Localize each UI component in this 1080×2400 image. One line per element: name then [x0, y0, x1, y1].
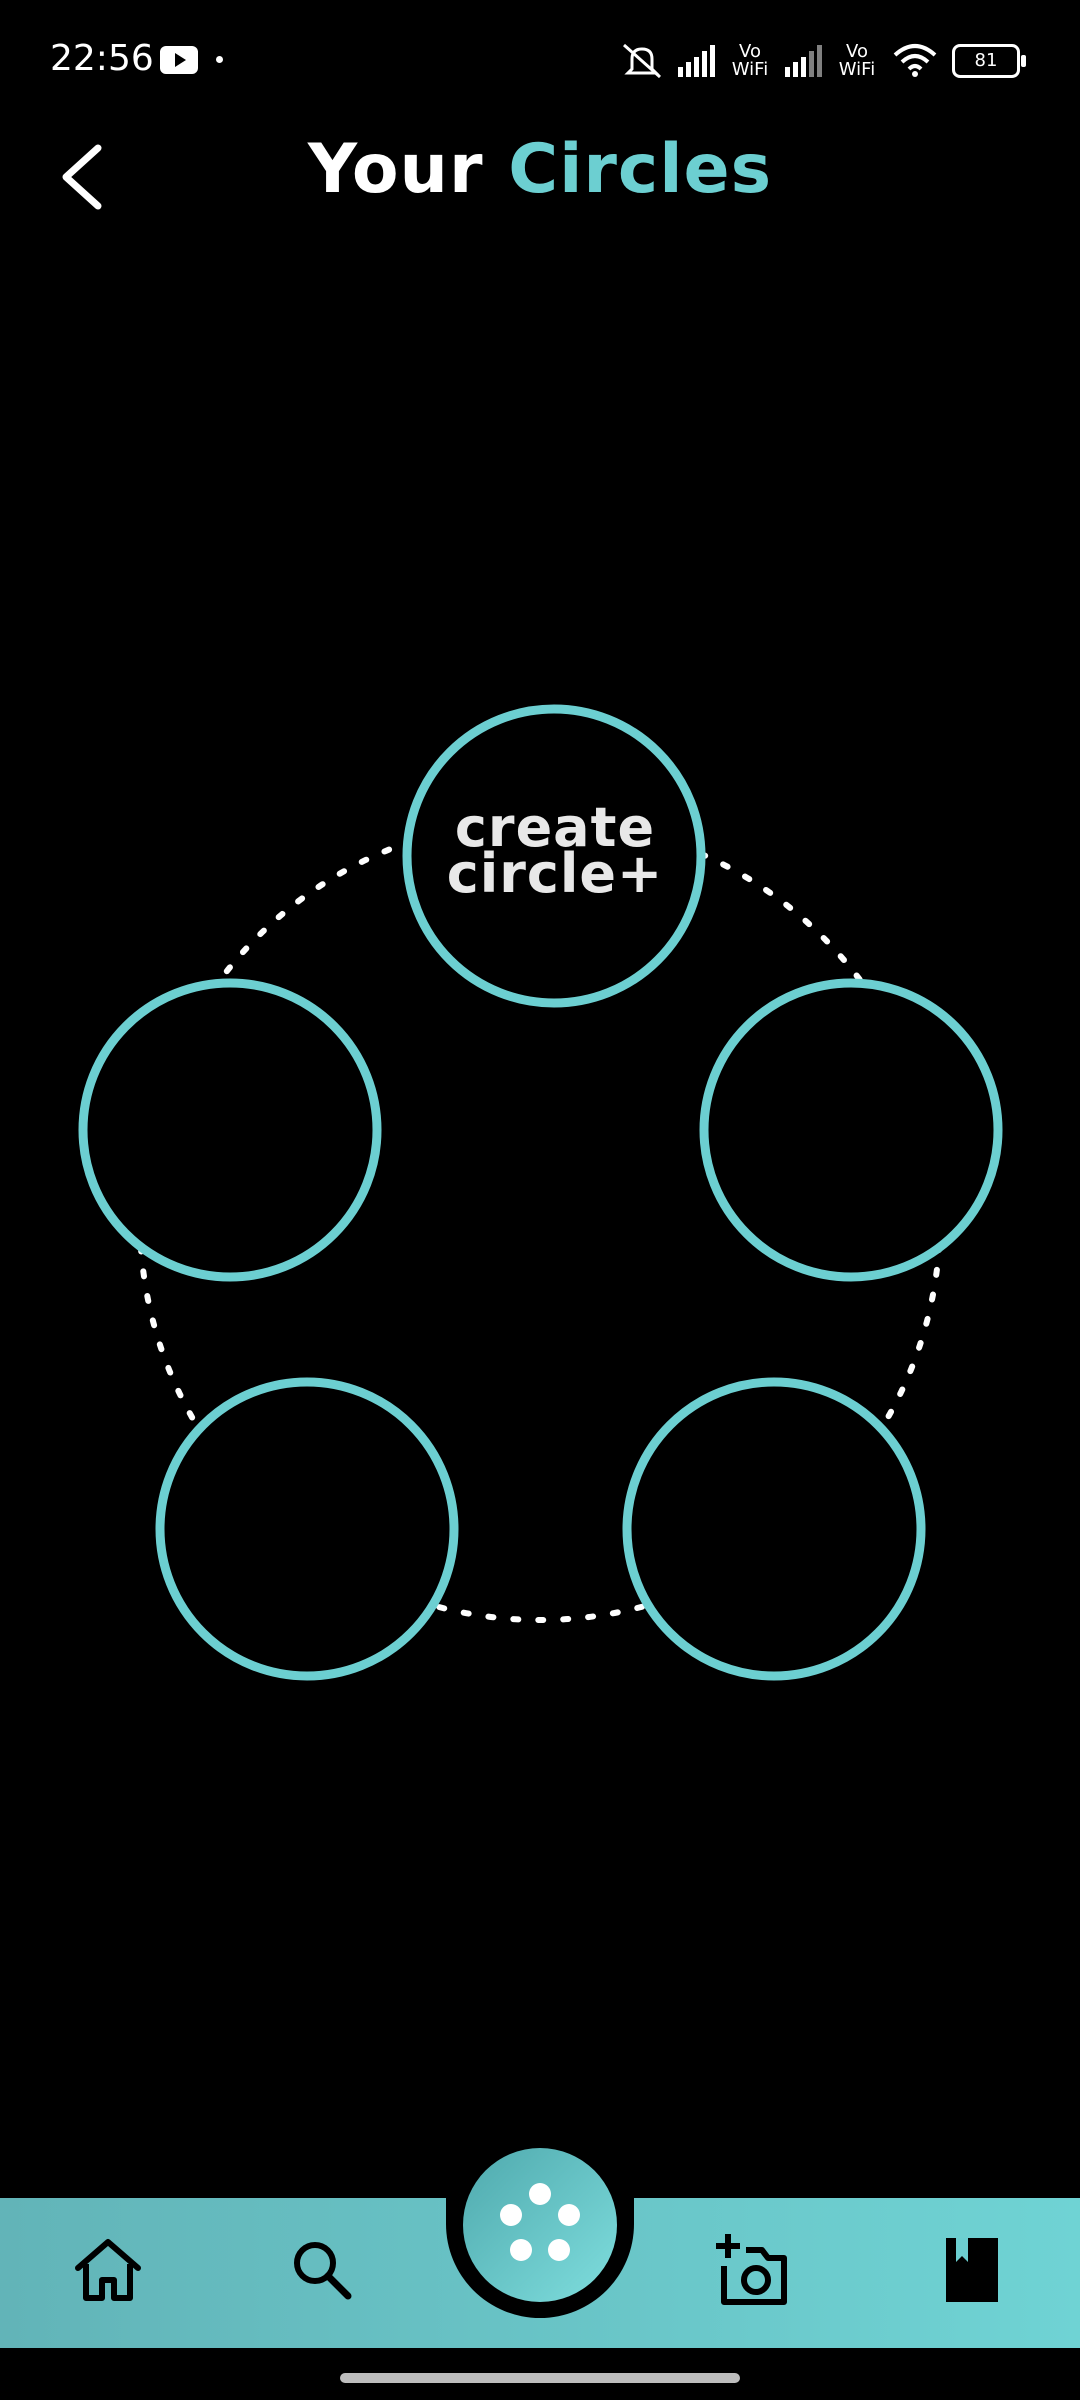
circles-nav-button[interactable] [463, 2148, 617, 2302]
wifi-icon [893, 44, 937, 77]
status-time: 22:56 [50, 38, 154, 79]
circle-slot-ring [622, 1377, 926, 1681]
circle-slot-ring [699, 978, 1003, 1282]
circles-icon [500, 2183, 580, 2261]
signal-icon [678, 45, 715, 77]
bookmark-icon[interactable] [932, 2230, 1012, 2310]
status-bar: 22:56 Vo WiFi Vo WiFi 81 [0, 0, 1080, 120]
title-part-1: Your [307, 130, 484, 209]
mute-icon [623, 43, 661, 79]
add-photo-icon[interactable] [712, 2230, 792, 2310]
notification-dot-icon [216, 56, 223, 63]
circle-slot-bottom-left[interactable] [157, 1379, 457, 1679]
title-part-2: Circles [508, 130, 773, 209]
signal-icon [785, 45, 822, 77]
create-circle-label: create circle+ [446, 796, 664, 905]
page-title: Your Circles [0, 130, 1080, 209]
vowifi-label: Vo WiFi [731, 41, 769, 80]
circle-slot-ring [78, 978, 382, 1282]
battery-level: 81 [974, 50, 998, 71]
home-icon[interactable] [68, 2230, 148, 2310]
battery-icon: 81 [952, 44, 1026, 78]
circle-slot-right[interactable] [701, 980, 1001, 1280]
circle-slot-bottom-right[interactable] [624, 1379, 924, 1679]
youtube-icon [160, 46, 198, 74]
status-icons: Vo WiFi Vo WiFi 81 [620, 36, 1026, 86]
circle-slot-left[interactable] [80, 980, 380, 1280]
circle-slot-ring [155, 1377, 459, 1681]
home-indicator[interactable] [340, 2373, 740, 2383]
search-icon[interactable] [282, 2230, 362, 2310]
vowifi-label: Vo WiFi [838, 41, 876, 80]
back-button[interactable] [54, 142, 114, 212]
circle-slot-ring [402, 704, 706, 1008]
